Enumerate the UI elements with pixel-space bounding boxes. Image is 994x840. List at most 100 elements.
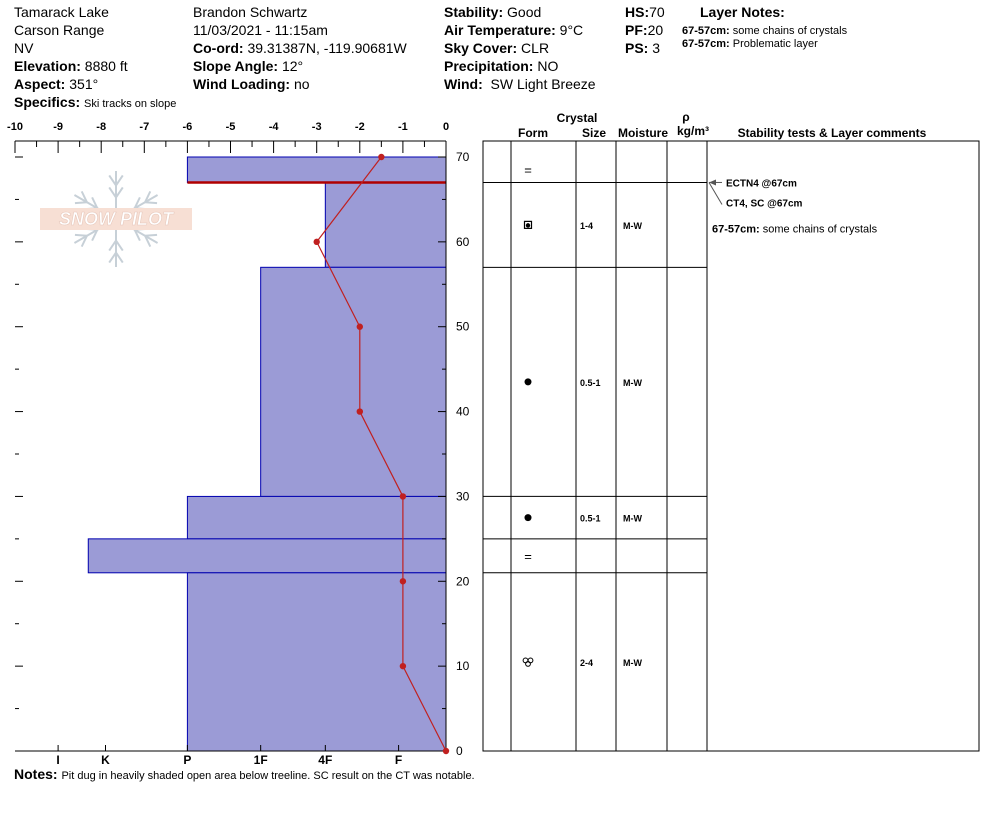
snowflake-branch — [108, 186, 117, 198]
snowflake-branch — [108, 252, 117, 264]
hardness-bar — [186, 156, 447, 183]
snowflake-branch — [144, 190, 152, 203]
temperature-point — [399, 493, 407, 500]
snowflake-branch — [108, 174, 117, 186]
notes-text: Pit dug in heavily shaded open area belo… — [61, 770, 475, 782]
aspect: Aspect: 351° — [14, 76, 99, 92]
stability-tests: ECTN4 @67cm CT4, SC @67cm 67-57cm: some ch… — [708, 178, 878, 235]
snowflake-branch — [115, 252, 124, 264]
depth-tick-label: 0 — [456, 744, 463, 758]
temp-tick-label: -10 — [7, 121, 23, 133]
depth-tick-label: 30 — [456, 489, 470, 503]
coordinates: Co-ord: 39.31387N, -119.90681W — [193, 40, 407, 56]
temperature-profile — [313, 153, 450, 755]
layer-comment-text: some chains of crystals — [760, 223, 878, 235]
snowflake-branch — [80, 190, 88, 203]
depth-tick-label: 60 — [456, 235, 470, 249]
snowflake-branch — [115, 174, 124, 186]
test-arrow — [709, 179, 716, 186]
layer-note-2: 67-57cm: Problematic layer — [682, 38, 818, 50]
temperature-point — [356, 323, 363, 330]
temp-tick-label: -1 — [398, 121, 408, 133]
hardness-bar — [87, 538, 447, 574]
depth-tick-label: 10 — [456, 659, 470, 673]
melt-form-icon — [525, 661, 531, 667]
hardness-tick-label: F — [395, 753, 402, 767]
profile-axes: -10 -9 -8 -7 -6 -5 -4 -3 -2 -1 0I K P 1F 4F F0102030405… — [7, 121, 470, 767]
logo-band — [40, 208, 192, 230]
observer: Brandon Schwartz — [193, 4, 308, 20]
layer-table: = 1-4 M-W 0.5-1 M-W 0.5-1 M-W = 2-4 M-W — [482, 140, 980, 752]
temp-tick-label: -6 — [183, 121, 193, 133]
hardness-bar — [324, 181, 447, 268]
rounded-grain-icon — [524, 514, 532, 522]
temperature-point — [313, 238, 320, 246]
faceted-rounded-dot — [525, 223, 531, 228]
moisture-value: M-W — [623, 378, 642, 388]
notes: Notes: Pit dug in heavily shaded open ar… — [14, 765, 475, 785]
hardness-bar — [260, 266, 447, 497]
hardness-bar — [186, 495, 447, 540]
pf-value: PF:20 — [625, 22, 664, 38]
snowflake-branch — [74, 201, 87, 205]
snowflake-branch — [108, 240, 117, 252]
snowflake-branch — [144, 235, 152, 248]
logo-text: SNOW PILOT — [59, 209, 175, 229]
temp-tick-label: -9 — [53, 121, 63, 133]
stability: Stability: Good — [444, 4, 542, 20]
layer-comment-range: 67-57cm: — [712, 223, 760, 235]
snowflake-branch — [74, 233, 87, 237]
snowflake-branch — [115, 240, 124, 252]
rounded-grain-icon — [524, 378, 532, 386]
notes-label: Notes: — [14, 766, 58, 782]
hardness-tick-label: 4F — [318, 753, 332, 767]
precipitation: Precipitation: NO — [444, 58, 559, 74]
state: NV — [14, 40, 34, 56]
moisture-value: M-W — [623, 514, 642, 524]
temp-tick-label: -4 — [269, 121, 280, 133]
temperature-line — [315, 156, 447, 752]
sky-cover: Sky Cover: CLR — [444, 40, 550, 56]
snowflake-branch — [91, 196, 99, 209]
temperature-point — [378, 153, 385, 161]
moisture-value: M-W — [623, 658, 642, 668]
crust-symbol: = — [524, 549, 532, 564]
hardness-tick-label: I — [56, 753, 59, 767]
crystal-size: 0.5-1 — [580, 514, 601, 524]
date-time: 11/03/2021 - 11:15am — [193, 22, 328, 38]
wind: Wind: SW Light Breeze — [444, 76, 596, 92]
snowflake-branch — [91, 229, 99, 242]
mountain-range: Carson Range — [14, 22, 105, 38]
wind-loading: Wind Loading: no — [193, 76, 310, 92]
snowflake-branch — [145, 233, 158, 237]
crystal-size: 0.5-1 — [580, 378, 601, 388]
specifics: Specifics: Ski tracks on slope — [14, 94, 177, 110]
moisture-header: Moisture — [618, 126, 668, 140]
temp-tick-label: -8 — [96, 121, 106, 133]
stability-tests-header: Stability tests & Layer comments — [738, 126, 927, 140]
hardness-tick-label: 1F — [254, 753, 268, 767]
layer-comment: 67-57cm: some chains of crystals — [712, 223, 878, 235]
temperature-point — [442, 747, 450, 755]
header-mid-column: Brandon Schwartz 11/03/2021 - 11:15am Co… — [193, 3, 407, 93]
layer-note-1: 67-57cm: some chains of crystals — [682, 25, 848, 37]
snowpilot-logo: SNOW PILOT — [40, 171, 192, 267]
slope-angle: Slope Angle: 12° — [193, 58, 304, 74]
temp-tick-label: -2 — [355, 121, 365, 133]
depth-tick-label: 50 — [456, 320, 470, 334]
temp-tick-label: -3 — [312, 121, 322, 133]
snowflake-branch — [80, 235, 88, 248]
crust-symbol: = — [524, 163, 532, 178]
elevation: Elevation: 8880 ft — [14, 58, 128, 74]
size-header: Size — [582, 126, 606, 140]
stability-test: CT4, SC @67cm — [726, 198, 803, 209]
rho-header: ρ — [682, 110, 689, 124]
temperature-point — [399, 662, 407, 670]
snowflake-branch — [145, 201, 158, 205]
temp-tick-label: 0 — [443, 121, 449, 133]
header-left-column: Tamarack Lake Carson Range NV Elevation:… — [14, 3, 176, 113]
stability-test: ECTN4 @67cm — [726, 178, 797, 189]
table-headers: Crystal Form Size Moisture ρ kg/m³ Stabi… — [518, 110, 927, 140]
moisture-value: M-W — [623, 221, 642, 231]
